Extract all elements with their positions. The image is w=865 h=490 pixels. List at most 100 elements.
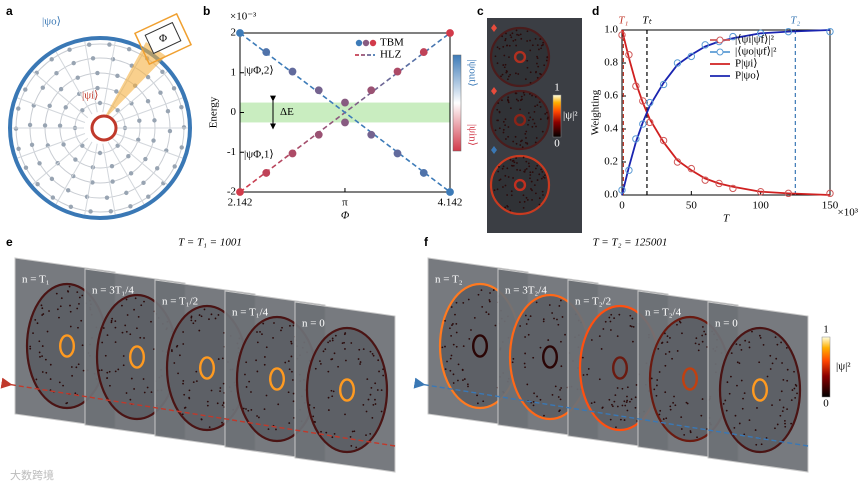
site — [374, 382, 377, 385]
site — [497, 119, 499, 122]
site — [69, 325, 72, 328]
site — [376, 389, 379, 391]
site — [701, 398, 704, 400]
site — [536, 104, 539, 106]
site — [334, 334, 337, 337]
site — [702, 326, 704, 328]
site — [446, 360, 448, 363]
site — [529, 174, 532, 176]
site — [529, 171, 532, 174]
site — [331, 436, 334, 439]
site — [198, 329, 201, 332]
inner-ring — [752, 378, 769, 402]
site — [288, 368, 291, 371]
site — [519, 201, 521, 204]
site — [46, 330, 49, 333]
disk — [489, 26, 551, 88]
site — [765, 437, 768, 439]
site — [541, 190, 544, 193]
site — [748, 346, 751, 349]
site — [662, 418, 665, 420]
site — [509, 107, 512, 110]
site — [551, 312, 554, 314]
site — [130, 377, 133, 380]
series-line — [621, 29, 831, 196]
site — [542, 318, 545, 321]
site — [515, 157, 518, 160]
site — [534, 105, 536, 108]
site — [455, 301, 458, 304]
site — [519, 325, 522, 327]
site — [531, 171, 534, 173]
lattice-site — [97, 100, 103, 106]
site — [287, 360, 290, 363]
site — [487, 313, 490, 316]
site — [29, 347, 32, 350]
site — [784, 425, 787, 428]
lattice-site — [58, 86, 64, 92]
site — [507, 101, 510, 104]
site — [522, 194, 525, 197]
site — [519, 144, 522, 146]
site — [534, 37, 537, 40]
site — [540, 177, 543, 180]
lattice-site — [95, 85, 100, 91]
site — [536, 395, 538, 398]
site — [452, 343, 455, 346]
site — [455, 331, 458, 334]
inner-state-label: |ψi⟩ — [82, 90, 98, 102]
flux-box — [144, 21, 182, 55]
site — [531, 94, 533, 97]
site — [511, 32, 514, 35]
site — [634, 406, 637, 409]
site — [449, 357, 452, 360]
site — [728, 392, 731, 395]
site — [380, 410, 383, 413]
site — [497, 170, 500, 173]
site — [538, 203, 541, 206]
site — [150, 320, 152, 323]
colorbar-label: |ψ|² — [836, 361, 851, 373]
site — [39, 355, 41, 358]
site — [539, 118, 542, 121]
site — [609, 329, 612, 331]
site — [102, 327, 105, 329]
site — [522, 156, 525, 159]
site — [515, 44, 518, 47]
site — [539, 38, 542, 40]
site — [515, 92, 518, 95]
site — [444, 368, 447, 371]
site — [121, 331, 124, 334]
site — [626, 395, 628, 398]
disk — [489, 154, 551, 216]
site — [106, 334, 109, 337]
site — [689, 430, 692, 432]
site — [210, 389, 213, 392]
lattice-site — [115, 108, 120, 113]
site — [194, 320, 197, 322]
data-point — [618, 186, 626, 194]
site — [450, 306, 453, 308]
site — [547, 339, 550, 341]
slice-label: n = 0 — [715, 318, 738, 330]
schematic — [12, 41, 188, 215]
site — [143, 337, 145, 339]
site — [796, 392, 798, 395]
site — [694, 342, 697, 345]
site — [44, 358, 47, 361]
lattice-bond — [17, 133, 86, 159]
site — [504, 39, 507, 42]
site — [537, 65, 540, 68]
lattice-site — [86, 42, 92, 47]
site — [369, 350, 372, 353]
inner-ring — [269, 367, 286, 391]
site — [177, 372, 179, 375]
site — [221, 421, 223, 424]
site — [496, 62, 499, 65]
site — [780, 390, 783, 393]
data-point — [784, 189, 793, 198]
site — [526, 142, 529, 145]
site — [496, 46, 499, 49]
beam — [102, 42, 166, 122]
site — [546, 56, 549, 59]
